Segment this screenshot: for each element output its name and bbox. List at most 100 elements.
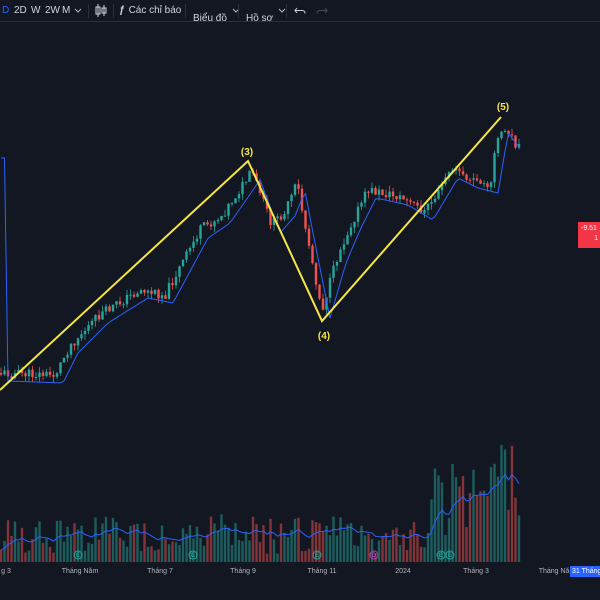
candle-body <box>374 187 377 195</box>
volume-average-line <box>0 473 520 551</box>
candle-body <box>20 369 24 374</box>
volume-bar <box>486 495 489 562</box>
volume-bar <box>269 518 272 562</box>
volume-bar <box>318 523 321 562</box>
volume-bar <box>377 540 381 562</box>
candle-body <box>381 189 384 196</box>
candle-body <box>118 301 122 305</box>
candle-body <box>346 235 349 245</box>
candle-body <box>500 131 503 139</box>
candle-body <box>241 181 244 195</box>
volume-bar <box>199 537 202 562</box>
dividend-marker[interactable]: E <box>312 550 322 560</box>
volume-bar <box>311 520 314 562</box>
candle-body <box>304 210 307 229</box>
undo-button[interactable] <box>294 0 306 21</box>
candle-body <box>69 343 73 355</box>
volume-bar <box>283 532 286 562</box>
candle-body <box>430 201 433 204</box>
candle-body <box>195 238 199 242</box>
candle-body <box>150 290 153 294</box>
volume-bar <box>237 539 241 562</box>
interval-dropdown-button[interactable] <box>74 0 82 21</box>
candle-body <box>486 183 489 188</box>
volume-bar <box>174 542 178 562</box>
candle-body <box>479 180 482 184</box>
candle-body <box>209 224 213 227</box>
candle-body <box>360 202 363 207</box>
candle-type-button[interactable] <box>94 0 108 21</box>
candle-body <box>234 198 237 204</box>
candle-body <box>356 206 360 222</box>
volume-bar <box>363 535 367 562</box>
candle-body <box>314 263 318 285</box>
volume-bar <box>258 542 262 562</box>
candle-body <box>146 290 150 293</box>
candle-body <box>188 247 192 252</box>
indicators-button[interactable]: ƒ Các chỉ báo <box>119 0 181 21</box>
candle-body <box>202 222 206 226</box>
wave-label-4: (4) <box>318 331 330 342</box>
volume-bar <box>6 520 10 562</box>
volume-bar <box>454 477 458 562</box>
volume-bar <box>41 542 45 562</box>
dividend-marker[interactable]: E <box>188 550 198 560</box>
volume-bar <box>384 533 388 562</box>
volume-bar <box>55 520 59 562</box>
dividend-marker[interactable]: E <box>445 550 455 560</box>
chart-menu-label: Biểu đồ <box>193 13 227 24</box>
volume-bar <box>13 521 17 562</box>
volume-bar <box>80 525 83 562</box>
volume-bar <box>314 521 318 562</box>
time-axis-label: Tháng 11 <box>307 568 337 575</box>
elliott-wave-line[interactable] <box>0 116 502 391</box>
candle-body <box>384 195 388 198</box>
interval-1m[interactable]: M <box>62 5 71 16</box>
dividend-marker[interactable]: D <box>369 550 379 560</box>
volume-bar <box>293 518 297 562</box>
price-change-value: -9.51 <box>581 225 597 232</box>
volume-bar <box>20 527 24 562</box>
dividend-marker[interactable]: E <box>73 550 83 560</box>
candle-body <box>97 314 101 320</box>
volume-bar <box>339 517 342 562</box>
candle-body <box>237 194 241 199</box>
profile-menu-button[interactable]: Hồ sơ <box>246 0 286 24</box>
volume-bar <box>381 535 384 562</box>
volume-bar <box>122 540 125 562</box>
volume-bar <box>195 526 199 562</box>
interval-2w[interactable]: 2W <box>45 5 60 16</box>
volume-bar <box>209 516 213 562</box>
candle-body <box>55 373 59 377</box>
candle-body <box>307 228 311 246</box>
candle-body <box>437 190 440 199</box>
volume-bar <box>360 525 363 562</box>
interval-1w[interactable]: W <box>31 5 41 16</box>
time-axis-label: Tháng 7 <box>147 568 173 575</box>
svg-text:E: E <box>439 553 443 559</box>
candle-body <box>216 220 220 222</box>
volume-bar <box>10 535 13 562</box>
price-change-tag: -9.51 1 <box>578 222 600 248</box>
chart-menu-button[interactable]: Biểu đồ <box>193 0 240 24</box>
dividend-marker[interactable]: E <box>436 550 446 560</box>
volume-bar <box>272 539 276 562</box>
candle-body <box>24 373 27 377</box>
candle-body <box>440 183 444 191</box>
candle-body <box>412 201 416 203</box>
interval-2d[interactable]: 2D <box>14 5 27 16</box>
candle-body <box>342 244 346 250</box>
volume-bar <box>416 534 419 562</box>
volume-bar <box>514 497 517 562</box>
time-axis[interactable]: g 3 Tháng Năm Tháng 7 Tháng 9 Tháng 11 2… <box>0 563 600 600</box>
redo-button[interactable] <box>316 0 328 21</box>
volume-bar <box>73 523 76 562</box>
volume-bar <box>482 490 486 562</box>
interval-current[interactable]: D <box>2 5 10 16</box>
volume-bar <box>143 523 146 562</box>
volume-bar <box>104 516 108 562</box>
svg-text:E: E <box>448 553 452 559</box>
candle-body <box>52 374 55 377</box>
candle-body <box>416 202 419 206</box>
